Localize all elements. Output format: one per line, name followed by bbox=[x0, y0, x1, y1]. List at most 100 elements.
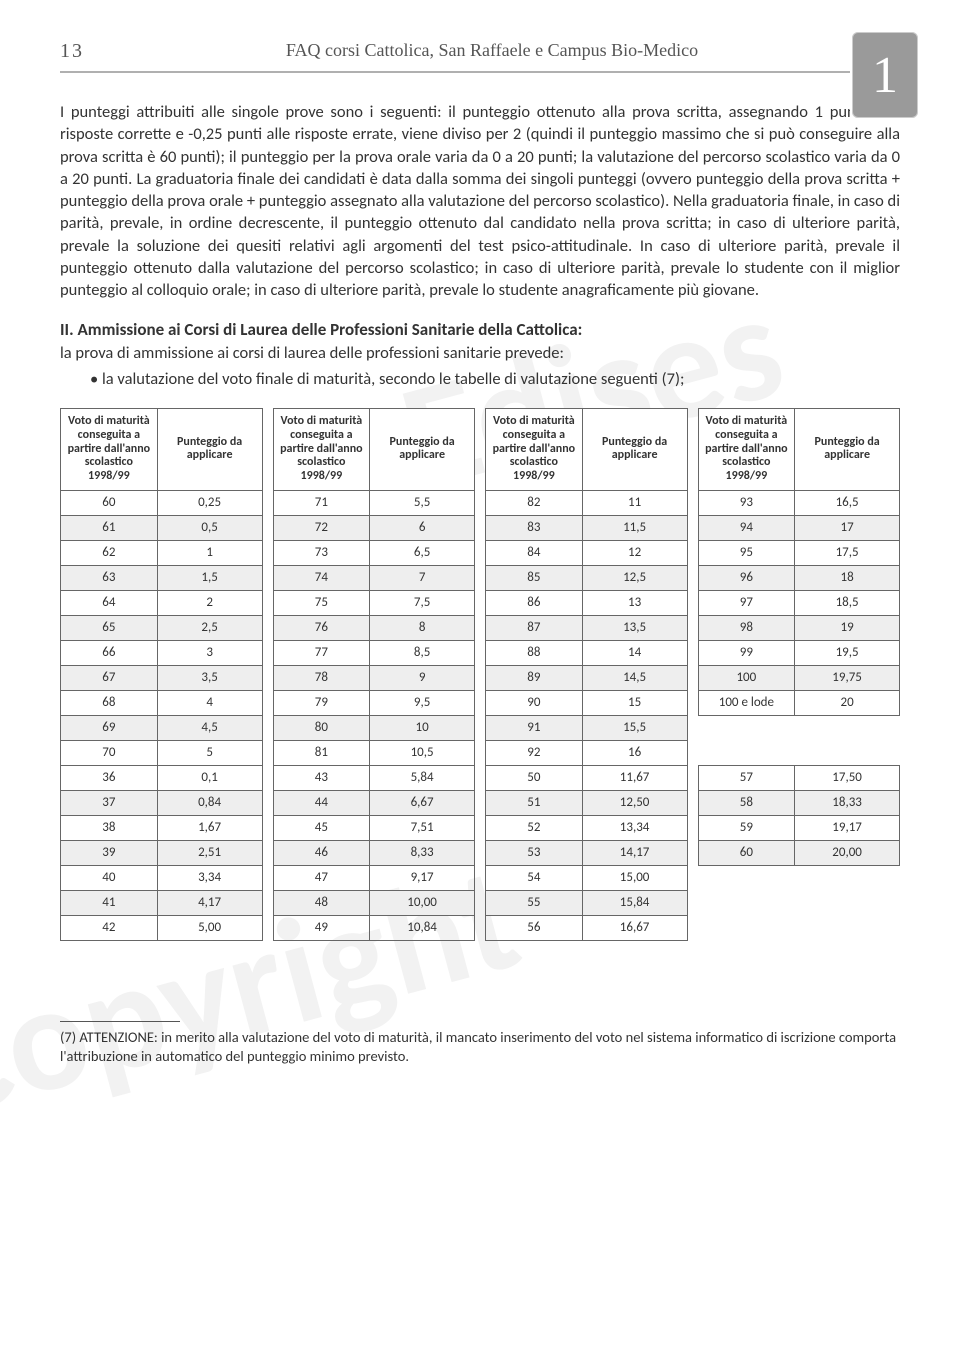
table-row: 9718,5 bbox=[698, 590, 900, 615]
cell-punteggio: 19,5 bbox=[795, 640, 900, 665]
cell-punteggio: 8,5 bbox=[370, 640, 475, 665]
val-table-3: Voto di maturità conseguita a partire da… bbox=[485, 408, 688, 941]
cell-voto: 66 bbox=[61, 640, 158, 665]
table-row: 9618 bbox=[698, 565, 900, 590]
table-row: 8010 bbox=[273, 715, 475, 740]
cell-punteggio: 15,5 bbox=[582, 715, 687, 740]
table-row: 778,5 bbox=[273, 640, 475, 665]
cell-punteggio: 9 bbox=[370, 665, 475, 690]
cell-voto: 92 bbox=[486, 740, 583, 765]
table-row: 100 e lode20 bbox=[698, 690, 900, 715]
table-row: 5919,17 bbox=[698, 815, 900, 840]
table-row: 9015 bbox=[486, 690, 688, 715]
cell-punteggio: 13,5 bbox=[582, 615, 687, 640]
table-row: 446,67 bbox=[273, 790, 475, 815]
cell-voto bbox=[698, 915, 795, 940]
col-header-voto: Voto di maturità conseguita a partire da… bbox=[61, 408, 158, 490]
cell-voto: 49 bbox=[273, 915, 370, 940]
page-header: 13 FAQ corsi Cattolica, San Raffaele e C… bbox=[60, 40, 900, 63]
cell-punteggio: 15 bbox=[582, 690, 687, 715]
table-row: 789 bbox=[273, 665, 475, 690]
table-row: 4910,84 bbox=[273, 915, 475, 940]
cell-punteggio: 10,5 bbox=[370, 740, 475, 765]
cell-punteggio: 10,00 bbox=[370, 890, 475, 915]
cell-voto: 100 bbox=[698, 665, 795, 690]
cell-voto: 74 bbox=[273, 565, 370, 590]
cell-punteggio: 7,5 bbox=[370, 590, 475, 615]
footnote: (7) ATTENZIONE: in merito alla valutazio… bbox=[60, 1028, 900, 1066]
cell-punteggio: 7 bbox=[370, 565, 475, 590]
table-row: 757,5 bbox=[273, 590, 475, 615]
cell-voto: 60 bbox=[698, 840, 795, 865]
table-row: 673,5 bbox=[61, 665, 263, 690]
cell-voto: 75 bbox=[273, 590, 370, 615]
cell-punteggio: 9,5 bbox=[370, 690, 475, 715]
cell-voto: 84 bbox=[486, 540, 583, 565]
table-row: 631,5 bbox=[61, 565, 263, 590]
table-row: 600,25 bbox=[61, 490, 263, 515]
cell-voto: 46 bbox=[273, 840, 370, 865]
table-row: 10019,75 bbox=[698, 665, 900, 690]
page-number: 13 bbox=[60, 40, 84, 63]
header-title: FAQ corsi Cattolica, San Raffaele e Camp… bbox=[84, 40, 900, 61]
cell-punteggio: 10,84 bbox=[370, 915, 475, 940]
cell-punteggio: 3 bbox=[157, 640, 262, 665]
cell-punteggio: 15,84 bbox=[582, 890, 687, 915]
cell-voto: 96 bbox=[698, 565, 795, 590]
table-row: 726 bbox=[273, 515, 475, 540]
bullet-item: la valutazione del voto finale di maturi… bbox=[60, 368, 900, 390]
cell-voto: 100 e lode bbox=[698, 690, 795, 715]
cell-voto: 85 bbox=[486, 565, 583, 590]
cell-voto: 65 bbox=[61, 615, 158, 640]
val-table-4: Voto di maturità conseguita a partire da… bbox=[698, 408, 901, 940]
cell-punteggio bbox=[795, 740, 900, 765]
table-row: 663 bbox=[61, 640, 263, 665]
cell-voto: 87 bbox=[486, 615, 583, 640]
cell-punteggio: 3,5 bbox=[157, 665, 262, 690]
cell-voto: 63 bbox=[61, 565, 158, 590]
cell-voto: 95 bbox=[698, 540, 795, 565]
cell-punteggio: 6,5 bbox=[370, 540, 475, 565]
cell-voto: 52 bbox=[486, 815, 583, 840]
cell-punteggio: 2 bbox=[157, 590, 262, 615]
cell-voto: 93 bbox=[698, 490, 795, 515]
cell-punteggio: 16,67 bbox=[582, 915, 687, 940]
cell-voto: 77 bbox=[273, 640, 370, 665]
cell-punteggio: 13 bbox=[582, 590, 687, 615]
table-row: 8211 bbox=[486, 490, 688, 515]
cell-punteggio: 5,84 bbox=[370, 765, 475, 790]
cell-punteggio: 17,50 bbox=[795, 765, 900, 790]
table-row: 9919,5 bbox=[698, 640, 900, 665]
cell-voto: 72 bbox=[273, 515, 370, 540]
table-row: 468,33 bbox=[273, 840, 475, 865]
cell-voto: 67 bbox=[61, 665, 158, 690]
table-row: 9417 bbox=[698, 515, 900, 540]
cell-voto: 78 bbox=[273, 665, 370, 690]
col-header-voto: Voto di maturità conseguita a partire da… bbox=[486, 408, 583, 490]
table-row: 5415,00 bbox=[486, 865, 688, 890]
cell-punteggio: 9,17 bbox=[370, 865, 475, 890]
table-row: 403,34 bbox=[61, 865, 263, 890]
table-row: 736,5 bbox=[273, 540, 475, 565]
cell-voto: 62 bbox=[61, 540, 158, 565]
cell-punteggio: 14,17 bbox=[582, 840, 687, 865]
cell-voto: 58 bbox=[698, 790, 795, 815]
table-row: 5616,67 bbox=[486, 915, 688, 940]
table-row: 392,51 bbox=[61, 840, 263, 865]
cell-voto: 73 bbox=[273, 540, 370, 565]
section-2-sub: la prova di ammissione ai corsi di laure… bbox=[60, 342, 900, 364]
table-row: 747 bbox=[273, 565, 475, 590]
table-row: 425,00 bbox=[61, 915, 263, 940]
table-row: 457,51 bbox=[273, 815, 475, 840]
cell-voto: 91 bbox=[486, 715, 583, 740]
cell-voto: 50 bbox=[486, 765, 583, 790]
table-row: 8613 bbox=[486, 590, 688, 615]
cell-voto: 42 bbox=[61, 915, 158, 940]
cell-punteggio: 13,34 bbox=[582, 815, 687, 840]
table-row: 5112,50 bbox=[486, 790, 688, 815]
cell-voto: 94 bbox=[698, 515, 795, 540]
cell-punteggio: 16 bbox=[582, 740, 687, 765]
table-row: 5011,67 bbox=[486, 765, 688, 790]
cell-voto: 61 bbox=[61, 515, 158, 540]
table-row: 8412 bbox=[486, 540, 688, 565]
